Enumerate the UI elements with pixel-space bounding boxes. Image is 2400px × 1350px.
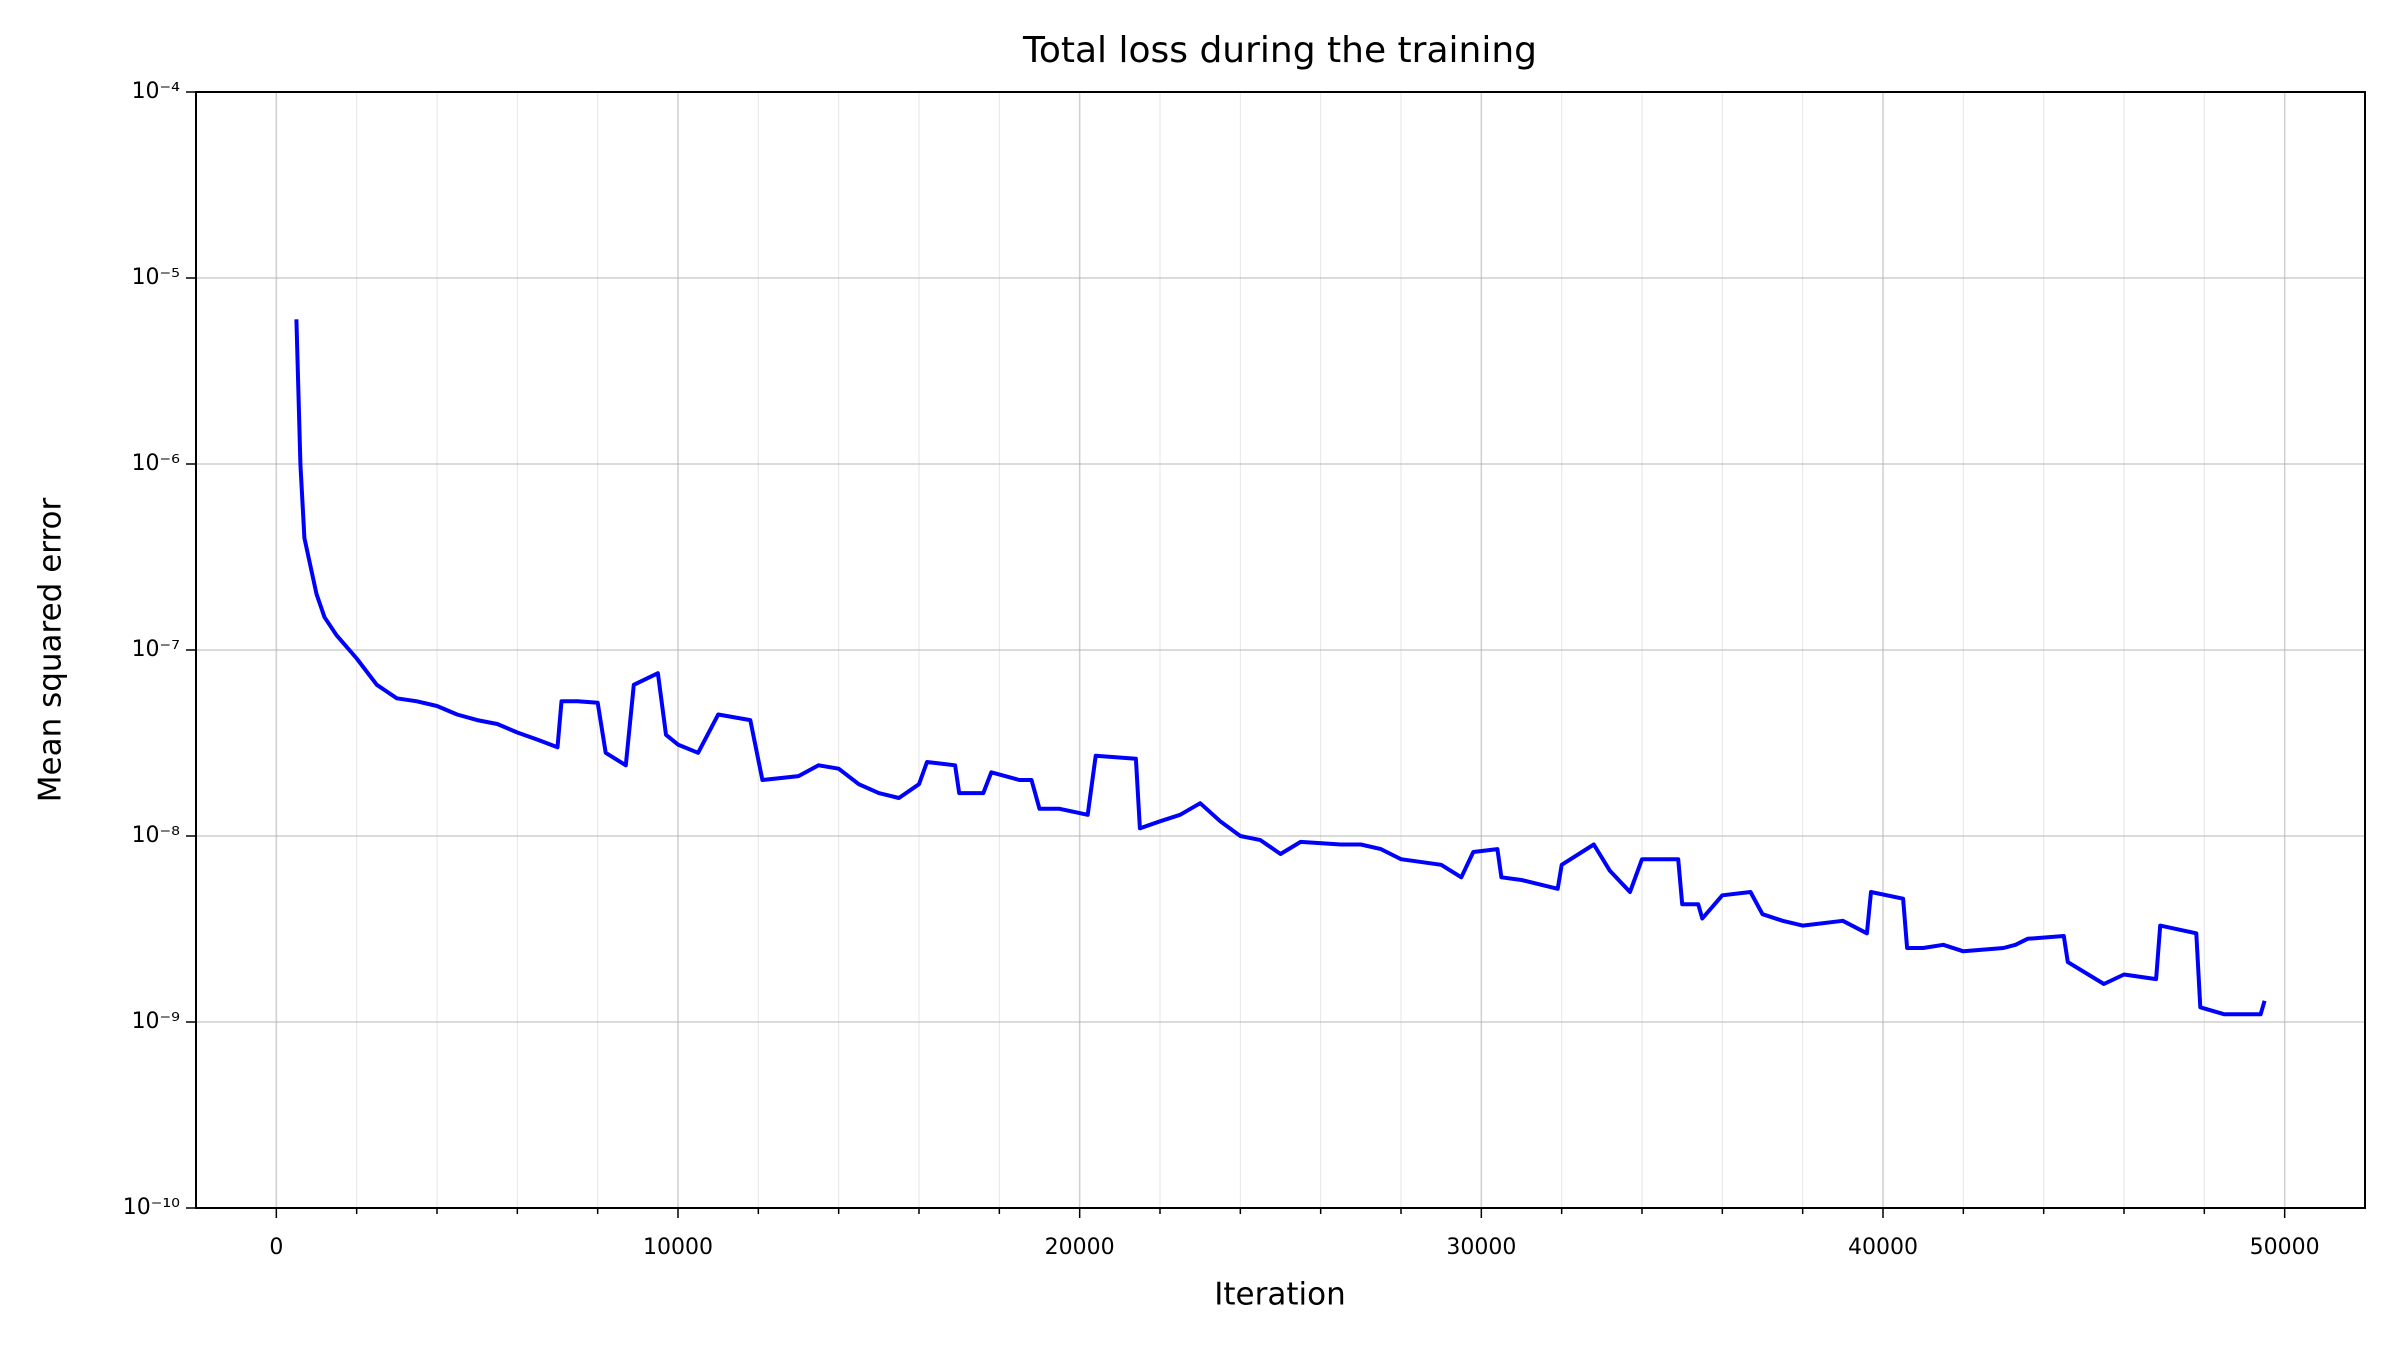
x-tick-label: 50000 xyxy=(2250,1235,2320,1260)
y-tick-label: 10⁻⁶ xyxy=(132,451,181,476)
y-axis-label: Mean squared error xyxy=(33,497,69,802)
y-tick-label: 10⁻⁹ xyxy=(132,1009,180,1034)
x-tick-label: 10000 xyxy=(643,1235,713,1260)
y-tick-label: 10⁻⁸ xyxy=(132,823,181,848)
x-tick-label: 0 xyxy=(269,1235,283,1260)
plot-frame xyxy=(195,91,2366,1209)
y-tick-label: 10⁻¹⁰ xyxy=(123,1195,180,1220)
x-tick-label: 40000 xyxy=(1848,1235,1918,1260)
chart-title: Total loss during the training xyxy=(1022,30,1537,71)
x-tick-label: 20000 xyxy=(1045,1235,1115,1260)
x-tick-label: 30000 xyxy=(1446,1235,1516,1260)
y-tick-label: 10⁻⁵ xyxy=(132,265,180,290)
y-tick-label: 10⁻⁴ xyxy=(132,79,181,104)
y-tick-label: 10⁻⁷ xyxy=(132,637,180,662)
x-axis-label: Iteration xyxy=(1214,1277,1346,1313)
loss-line xyxy=(294,319,2267,1017)
